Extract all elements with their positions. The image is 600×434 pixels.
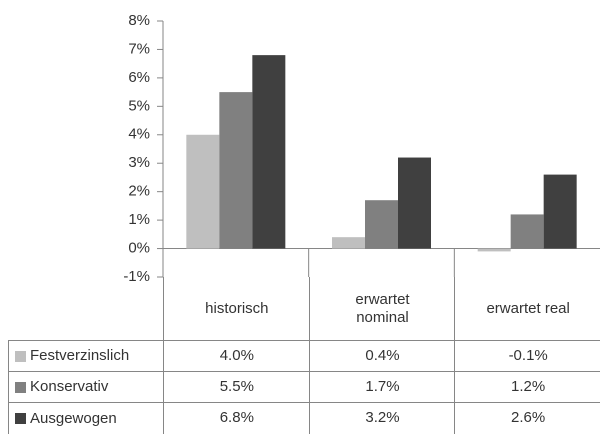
category-cell: historisch <box>163 277 310 341</box>
y-tick-label: 0% <box>128 240 150 257</box>
y-tick-label: 8% <box>128 12 150 29</box>
value-cell: 3.2% <box>308 402 456 434</box>
bar <box>510 214 544 249</box>
value-cell: 5.5% <box>163 371 310 403</box>
category-label: erwartet real <box>486 299 570 317</box>
legend-cell: Festverzinslich <box>8 340 164 372</box>
legend-label: Konservativ <box>30 378 109 395</box>
bar <box>398 157 431 249</box>
legend-cell: Konservativ <box>8 371 164 403</box>
legend-swatch <box>15 381 26 393</box>
y-tick-label: -1% <box>123 268 150 285</box>
y-tick-label: 7% <box>128 40 150 57</box>
y-tick-label: 6% <box>128 69 150 86</box>
bar <box>477 248 511 252</box>
bar <box>332 237 365 249</box>
value-cell: 1.7% <box>308 371 456 403</box>
y-tick-label: 4% <box>128 126 150 143</box>
value-cell: -0.1% <box>454 340 600 372</box>
value-cell: 2.6% <box>454 402 600 434</box>
category-cell: erwartet nominal <box>308 277 456 341</box>
bar <box>252 55 286 249</box>
legend-swatch <box>15 413 26 424</box>
y-tick-label: 5% <box>128 97 150 114</box>
legend-swatch <box>15 350 26 362</box>
category-label: historisch <box>205 299 269 317</box>
value-cell: 4.0% <box>163 340 310 372</box>
legend-label: Ausgewogen <box>30 409 117 427</box>
bar <box>219 92 253 249</box>
legend-cell: Ausgewogen <box>8 402 164 434</box>
value-cell: 1.2% <box>454 371 600 403</box>
bar <box>186 134 220 249</box>
category-label: erwartet nominal <box>355 290 410 326</box>
value-cell: 6.8% <box>163 402 310 434</box>
value-cell: 0.4% <box>308 340 456 372</box>
legend-label: Festverzinslich <box>30 347 130 364</box>
y-tick-label: 2% <box>128 183 150 200</box>
category-cell: erwartet real <box>454 277 600 341</box>
y-tick-label: 3% <box>128 154 150 171</box>
y-tick-label: 1% <box>128 211 150 228</box>
bar <box>365 200 398 249</box>
bar <box>543 174 577 249</box>
